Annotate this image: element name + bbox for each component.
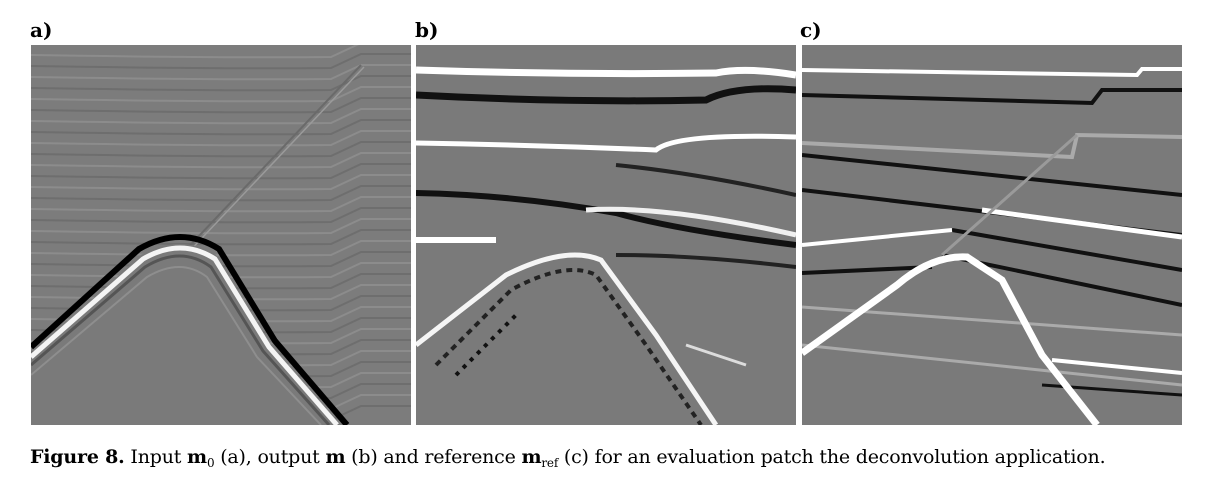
panel-label-b: b) xyxy=(415,18,439,42)
layer-line xyxy=(31,163,411,180)
layer-line xyxy=(31,152,411,169)
layer-line xyxy=(31,45,360,59)
panel-label-c: c) xyxy=(800,18,822,42)
layer-line xyxy=(31,108,411,125)
layer-line xyxy=(31,218,411,235)
layer-line xyxy=(31,240,411,257)
figure-caption: Figure 8. Input m0 (a), output m (b) and… xyxy=(30,446,1106,470)
layer-line xyxy=(31,141,411,158)
caption-text-4: (c) for an evaluation patch the deconvol… xyxy=(558,446,1106,468)
caption-text-1: Input xyxy=(124,446,188,468)
layer-line xyxy=(31,53,411,70)
panel-c-reference-image xyxy=(802,45,1182,425)
panel-label-a: a) xyxy=(30,18,53,42)
seismic-reference-svg xyxy=(802,45,1182,425)
caption-text-3: (b) and reference xyxy=(345,446,522,468)
layer-line xyxy=(31,75,411,92)
seismic-output-svg xyxy=(416,45,796,425)
layer-line xyxy=(31,130,411,147)
caption-prefix: Figure 8. xyxy=(30,446,125,468)
caption-mref-sub: ref xyxy=(541,456,559,470)
caption-text-2: (a), output xyxy=(214,446,326,468)
layer-line xyxy=(31,86,411,103)
layer-line xyxy=(31,196,411,213)
layer-line xyxy=(31,185,411,202)
layer-line xyxy=(31,64,411,81)
layer-line xyxy=(31,119,411,136)
panel-b-output-image xyxy=(416,45,796,425)
layer-line xyxy=(31,97,411,114)
caption-mref: m xyxy=(521,446,542,468)
layer-line xyxy=(31,174,411,191)
caption-m0: m xyxy=(187,446,207,468)
seismic-input-svg xyxy=(31,45,411,425)
caption-m: m xyxy=(325,446,346,468)
panel-a-input-image xyxy=(31,45,411,425)
layer-line xyxy=(31,229,411,246)
caption-m0-sub: 0 xyxy=(206,456,215,470)
